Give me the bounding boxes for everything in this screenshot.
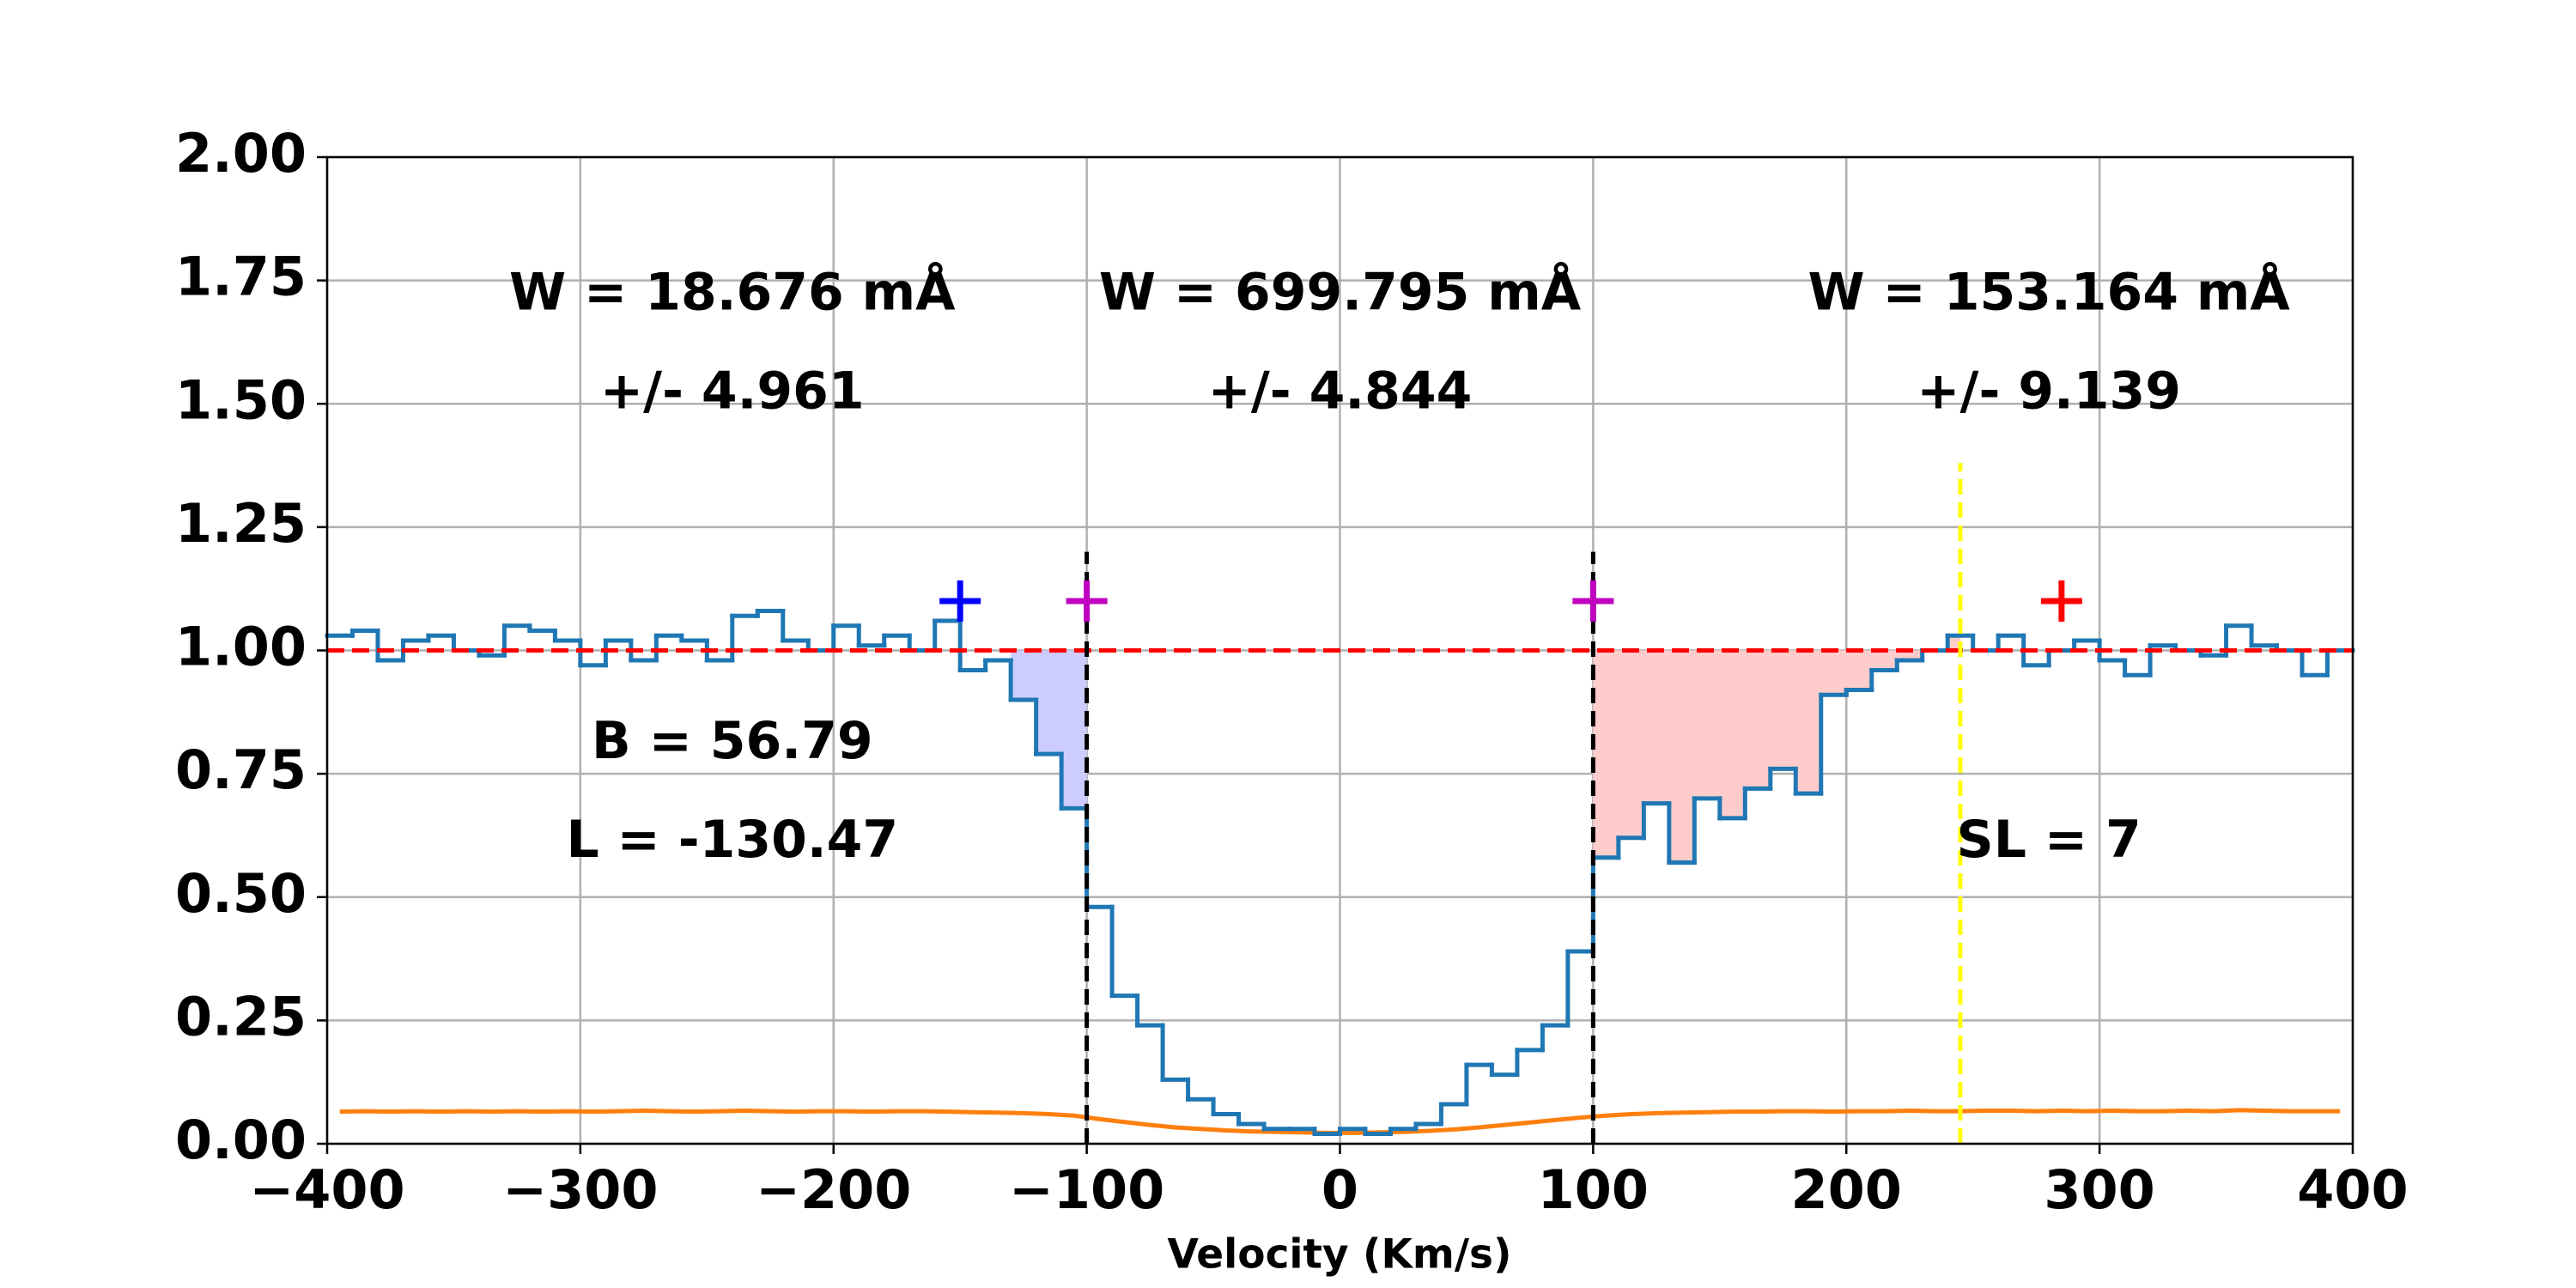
x-tick-label: 100 <box>1538 1158 1649 1221</box>
y-tick-label: 1.25 <box>175 492 307 555</box>
y-tick-label: 0.25 <box>175 985 307 1048</box>
x-tick-label: 200 <box>1791 1158 1902 1221</box>
annotation: W = 699.795 mÅ <box>1099 261 1582 322</box>
annotation: +/- 9.139 <box>1917 361 2181 421</box>
y-tick-label: 2.00 <box>175 122 307 185</box>
x-tick-label: 0 <box>1321 1158 1358 1221</box>
annotation: B = 56.79 <box>592 711 873 771</box>
x-tick-label: −100 <box>1009 1158 1164 1221</box>
y-tick-label: 0.75 <box>175 738 307 801</box>
x-axis-label: Velocity (Km/s) <box>1167 1231 1511 1279</box>
y-tick-label: 1.75 <box>175 246 307 308</box>
y-tick-label: 1.00 <box>175 616 307 678</box>
plus-marker <box>1066 580 1108 623</box>
x-tick-label: 300 <box>2044 1158 2154 1221</box>
annotation: +/- 4.961 <box>600 361 865 421</box>
annotation: L = -130.47 <box>566 810 898 870</box>
plus-marker <box>2040 580 2082 623</box>
annotation: W = 153.164 mÅ <box>1807 261 2290 322</box>
absorption-shade <box>1011 650 1087 809</box>
y-tick-label: 1.50 <box>175 368 307 431</box>
annotation: SL = 7 <box>1957 810 2142 870</box>
y-tick-label: 0.00 <box>175 1109 307 1171</box>
plus-marker <box>939 580 981 623</box>
x-tick-label: −300 <box>502 1158 658 1221</box>
annotation: W = 18.676 mÅ <box>509 261 956 322</box>
y-tick-label: 0.50 <box>175 862 307 925</box>
absorption-shade <box>1593 635 1960 863</box>
x-tick-label: 400 <box>2297 1158 2408 1221</box>
plus-marker <box>1572 580 1614 623</box>
x-tick-label: −400 <box>249 1158 404 1221</box>
x-tick-label: −200 <box>756 1158 911 1221</box>
plot-frame <box>325 155 2354 1145</box>
annotation: +/- 4.844 <box>1208 361 1473 421</box>
